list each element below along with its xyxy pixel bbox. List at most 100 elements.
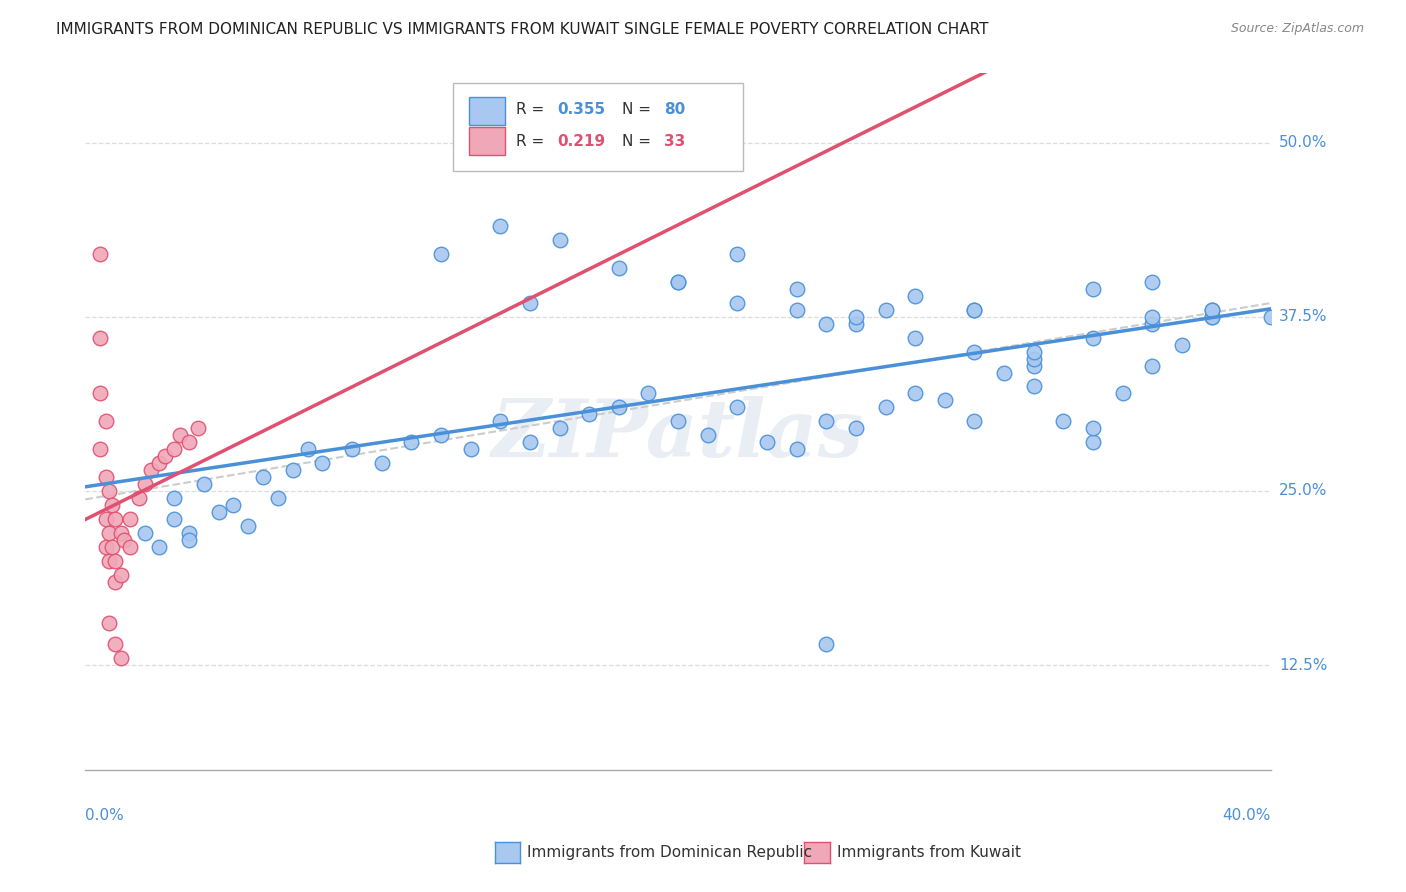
Point [177, 435, 200, 450]
Point [134, 525, 156, 540]
Point [578, 407, 600, 421]
Point [845, 421, 868, 435]
Text: R =: R = [516, 134, 548, 149]
Point [519, 435, 541, 450]
Point [139, 463, 162, 477]
Point [1142, 317, 1164, 331]
Point [1142, 310, 1164, 324]
Point [489, 219, 512, 234]
Point [1201, 302, 1223, 317]
Point [696, 428, 718, 442]
Point [98, 616, 121, 631]
Point [815, 317, 838, 331]
Point [548, 233, 571, 247]
Point [311, 456, 333, 470]
Point [177, 533, 200, 547]
Point [110, 651, 132, 665]
Text: 50.0%: 50.0% [1279, 136, 1327, 150]
FancyBboxPatch shape [453, 84, 744, 170]
Text: N =: N = [623, 134, 657, 149]
Point [94, 470, 117, 484]
Point [1052, 414, 1074, 428]
Point [104, 553, 127, 567]
Point [875, 302, 897, 317]
Point [401, 435, 423, 450]
Point [101, 540, 124, 554]
Point [187, 421, 209, 435]
Point [1081, 282, 1104, 296]
Point [104, 574, 127, 589]
Point [430, 428, 453, 442]
Point [666, 275, 689, 289]
Text: Source: ZipAtlas.com: Source: ZipAtlas.com [1230, 22, 1364, 36]
Point [297, 442, 319, 457]
Point [1260, 310, 1282, 324]
Point [208, 505, 231, 519]
Point [89, 442, 111, 457]
Point [934, 393, 956, 408]
Point [993, 366, 1015, 380]
Point [904, 331, 927, 345]
Point [963, 302, 986, 317]
Point [118, 512, 141, 526]
Point [98, 483, 121, 498]
Point [128, 491, 150, 505]
Point [340, 442, 363, 457]
Point [786, 302, 808, 317]
Text: 80: 80 [664, 102, 685, 117]
Point [1201, 310, 1223, 324]
Point [786, 282, 808, 296]
Text: 0.0%: 0.0% [86, 808, 124, 823]
Point [94, 414, 117, 428]
Point [148, 540, 170, 554]
Point [519, 296, 541, 310]
Text: 40.0%: 40.0% [1223, 808, 1271, 823]
Point [1171, 337, 1194, 351]
Point [110, 567, 132, 582]
Text: 12.5%: 12.5% [1279, 657, 1327, 673]
Point [110, 525, 132, 540]
Point [815, 414, 838, 428]
Point [177, 525, 200, 540]
Point [725, 296, 748, 310]
Point [963, 302, 986, 317]
Point [1142, 275, 1164, 289]
Text: N =: N = [623, 102, 657, 117]
Point [148, 456, 170, 470]
Point [370, 456, 392, 470]
Point [155, 449, 177, 463]
Point [267, 491, 290, 505]
Point [963, 414, 986, 428]
Point [1022, 359, 1045, 373]
Point [666, 414, 689, 428]
Point [222, 498, 245, 512]
Point [98, 553, 121, 567]
Point [1081, 331, 1104, 345]
Point [1081, 435, 1104, 450]
Point [252, 470, 274, 484]
Point [94, 512, 117, 526]
Text: Immigrants from Kuwait: Immigrants from Kuwait [837, 846, 1021, 860]
Point [104, 637, 127, 651]
Text: Immigrants from Dominican Republic: Immigrants from Dominican Republic [527, 846, 813, 860]
Text: 37.5%: 37.5% [1279, 310, 1327, 325]
Text: 0.355: 0.355 [557, 102, 606, 117]
Point [845, 310, 868, 324]
Point [163, 442, 186, 457]
Point [1081, 421, 1104, 435]
Text: 33: 33 [664, 134, 685, 149]
Point [1022, 351, 1045, 366]
Point [169, 428, 191, 442]
Point [963, 344, 986, 359]
Text: R =: R = [516, 102, 548, 117]
Point [193, 477, 215, 491]
Point [104, 512, 127, 526]
Point [607, 260, 630, 275]
Point [815, 637, 838, 651]
Point [281, 463, 304, 477]
FancyBboxPatch shape [470, 96, 505, 125]
Point [1201, 310, 1223, 324]
Point [163, 512, 186, 526]
Point [163, 491, 186, 505]
Point [94, 540, 117, 554]
